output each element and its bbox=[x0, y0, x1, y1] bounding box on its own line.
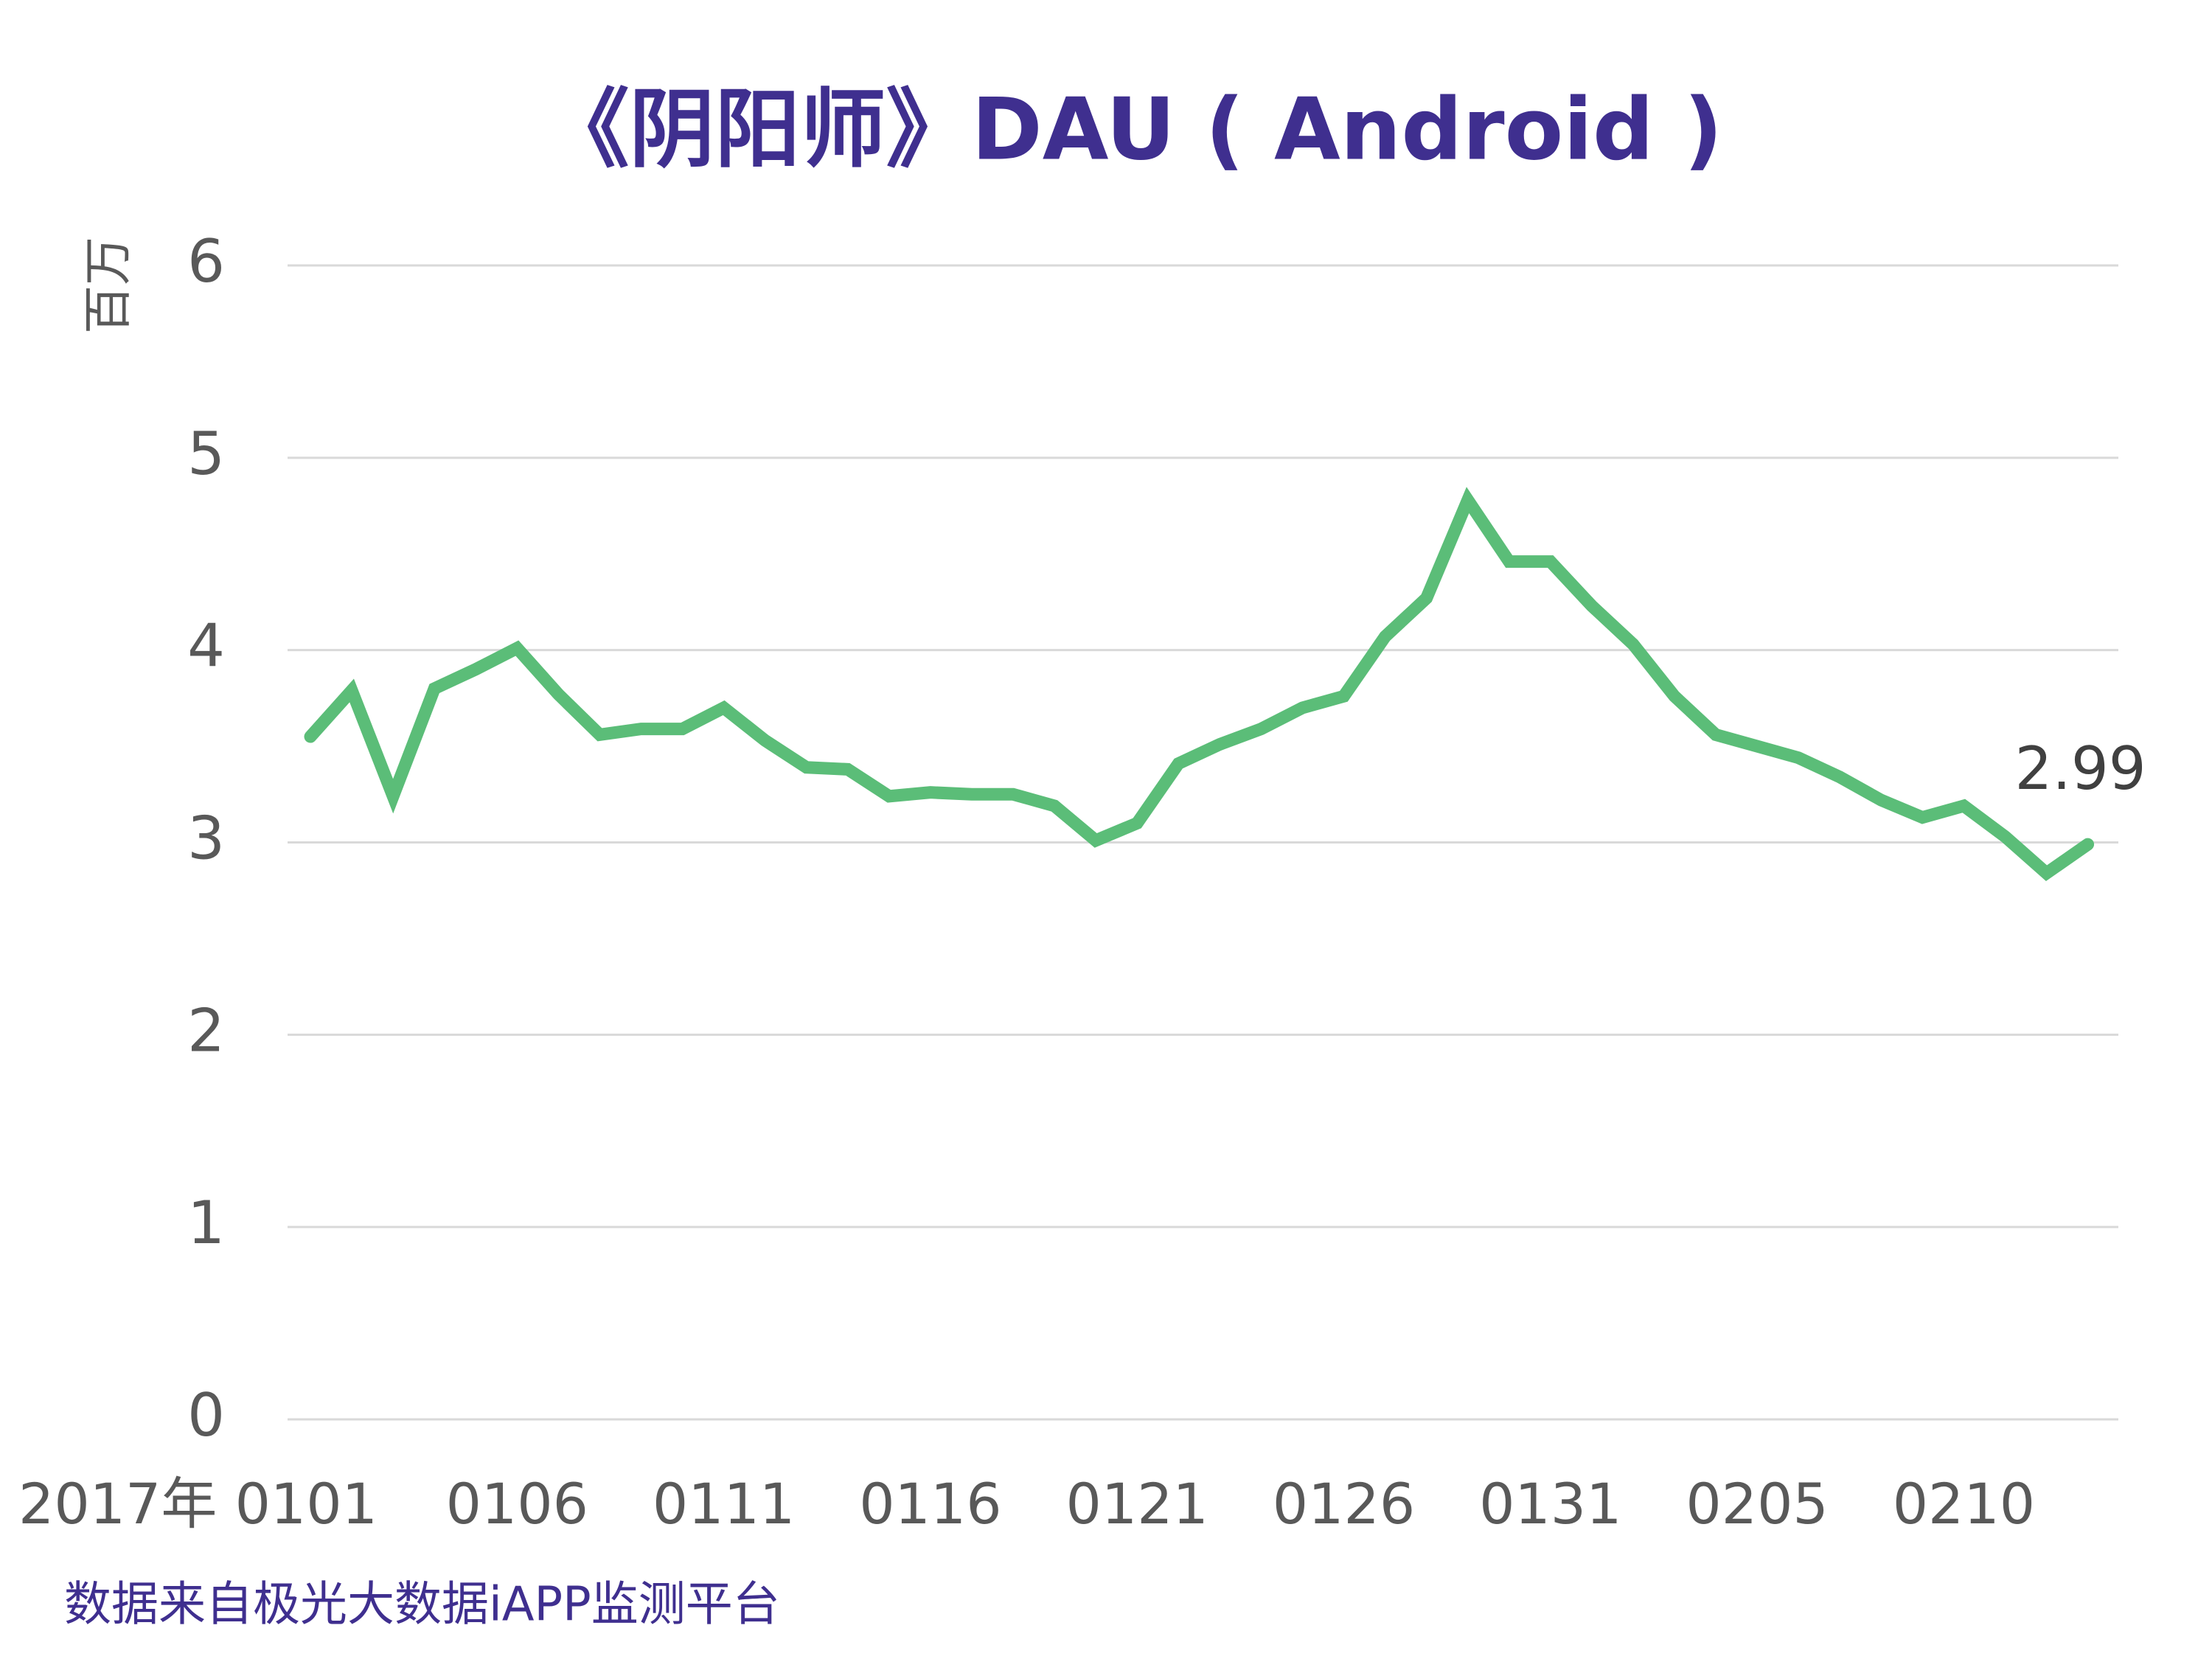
y-axis-label: 百万 bbox=[80, 237, 136, 334]
x-tick-label: 0116 bbox=[859, 1471, 1001, 1537]
y-tick-label: 3 bbox=[187, 804, 225, 872]
x-tick-label: 0131 bbox=[1479, 1471, 1621, 1537]
x-tick-label: 0205 bbox=[1686, 1471, 1828, 1537]
data-label: 2.99 bbox=[2015, 734, 2146, 803]
y-tick-label: 5 bbox=[187, 420, 225, 488]
x-tick-label: 0121 bbox=[1065, 1471, 1208, 1537]
x-tick-label: 0111 bbox=[653, 1471, 795, 1537]
x-tick-label: 2017年 0101 bbox=[18, 1471, 378, 1537]
y-tick-label: 2 bbox=[187, 996, 225, 1065]
x-tick-label: 0210 bbox=[1893, 1471, 2035, 1537]
y-tick-label: 0 bbox=[187, 1381, 225, 1450]
x-tick-label: 0106 bbox=[446, 1471, 588, 1537]
chart-title: 《阴阳师》DAU ( Android ) bbox=[544, 80, 1723, 180]
y-tick-label: 4 bbox=[187, 612, 225, 681]
data-line bbox=[304, 487, 2095, 882]
y-tick-label: 6 bbox=[187, 227, 225, 296]
y-tick-label: 1 bbox=[187, 1189, 225, 1257]
source-note: 数据来自极光大数据iAPP监测平台 bbox=[64, 1578, 780, 1632]
x-tick-label: 0126 bbox=[1273, 1471, 1415, 1537]
